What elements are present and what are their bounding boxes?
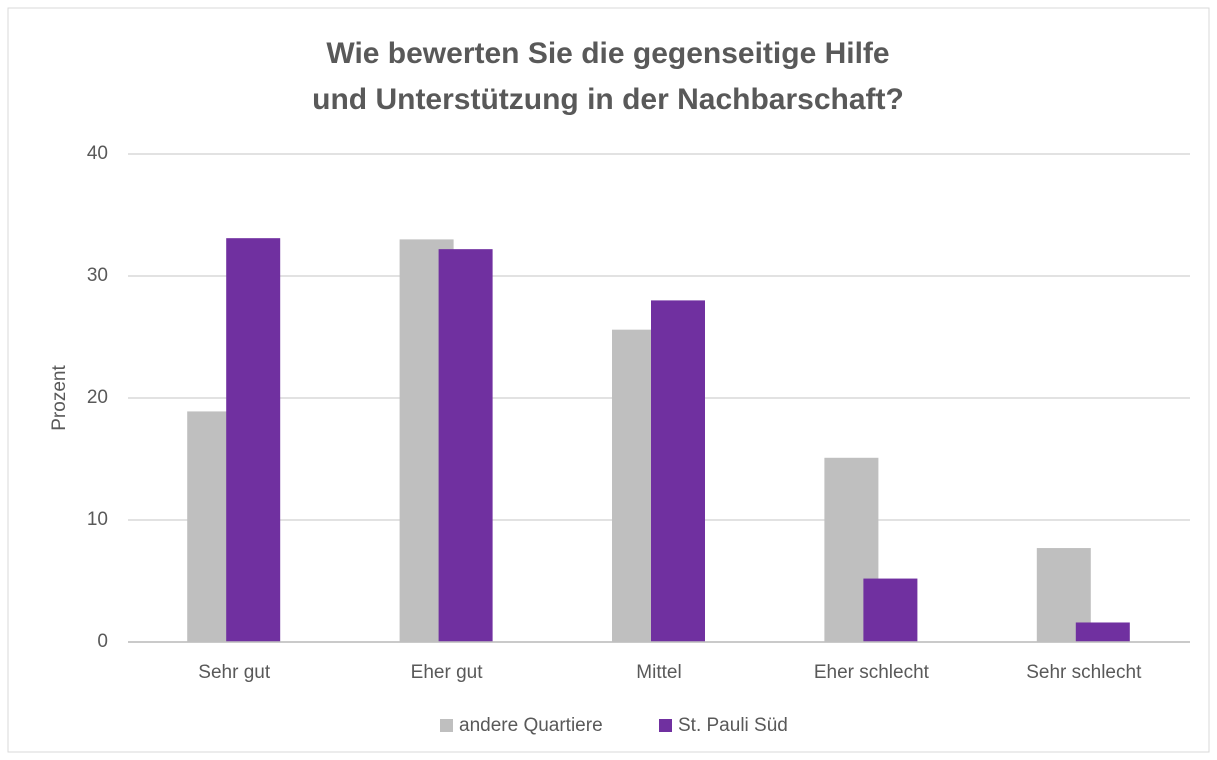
y-tick-label: 40 (87, 143, 108, 164)
x-tick-label: Sehr gut (198, 662, 271, 683)
y-tick-label: 10 (87, 509, 108, 530)
bar (651, 300, 705, 642)
y-axis-label: Prozent (49, 365, 70, 431)
y-tick-label: 20 (87, 387, 108, 408)
chart-title: und Unterstützung in der Nachbarschaft? (312, 83, 904, 116)
bar (863, 578, 918, 642)
bar (226, 238, 281, 642)
bar (1075, 622, 1130, 642)
legend-label: St. Pauli Süd (678, 715, 788, 736)
legend-swatch (659, 719, 672, 732)
x-tick-label: Sehr schlecht (1026, 662, 1142, 683)
chart-title: Wie bewerten Sie die gegenseitige Hilfe (326, 37, 889, 70)
x-tick-label: Eher gut (411, 662, 484, 683)
legend-label: andere Quartiere (459, 715, 603, 736)
bar (438, 249, 493, 642)
y-tick-label: 30 (87, 265, 108, 286)
y-tick-label: 0 (97, 631, 108, 652)
x-tick-label: Mittel (636, 662, 681, 683)
legend-swatch (440, 719, 453, 732)
x-tick-label: Eher schlecht (814, 662, 930, 683)
